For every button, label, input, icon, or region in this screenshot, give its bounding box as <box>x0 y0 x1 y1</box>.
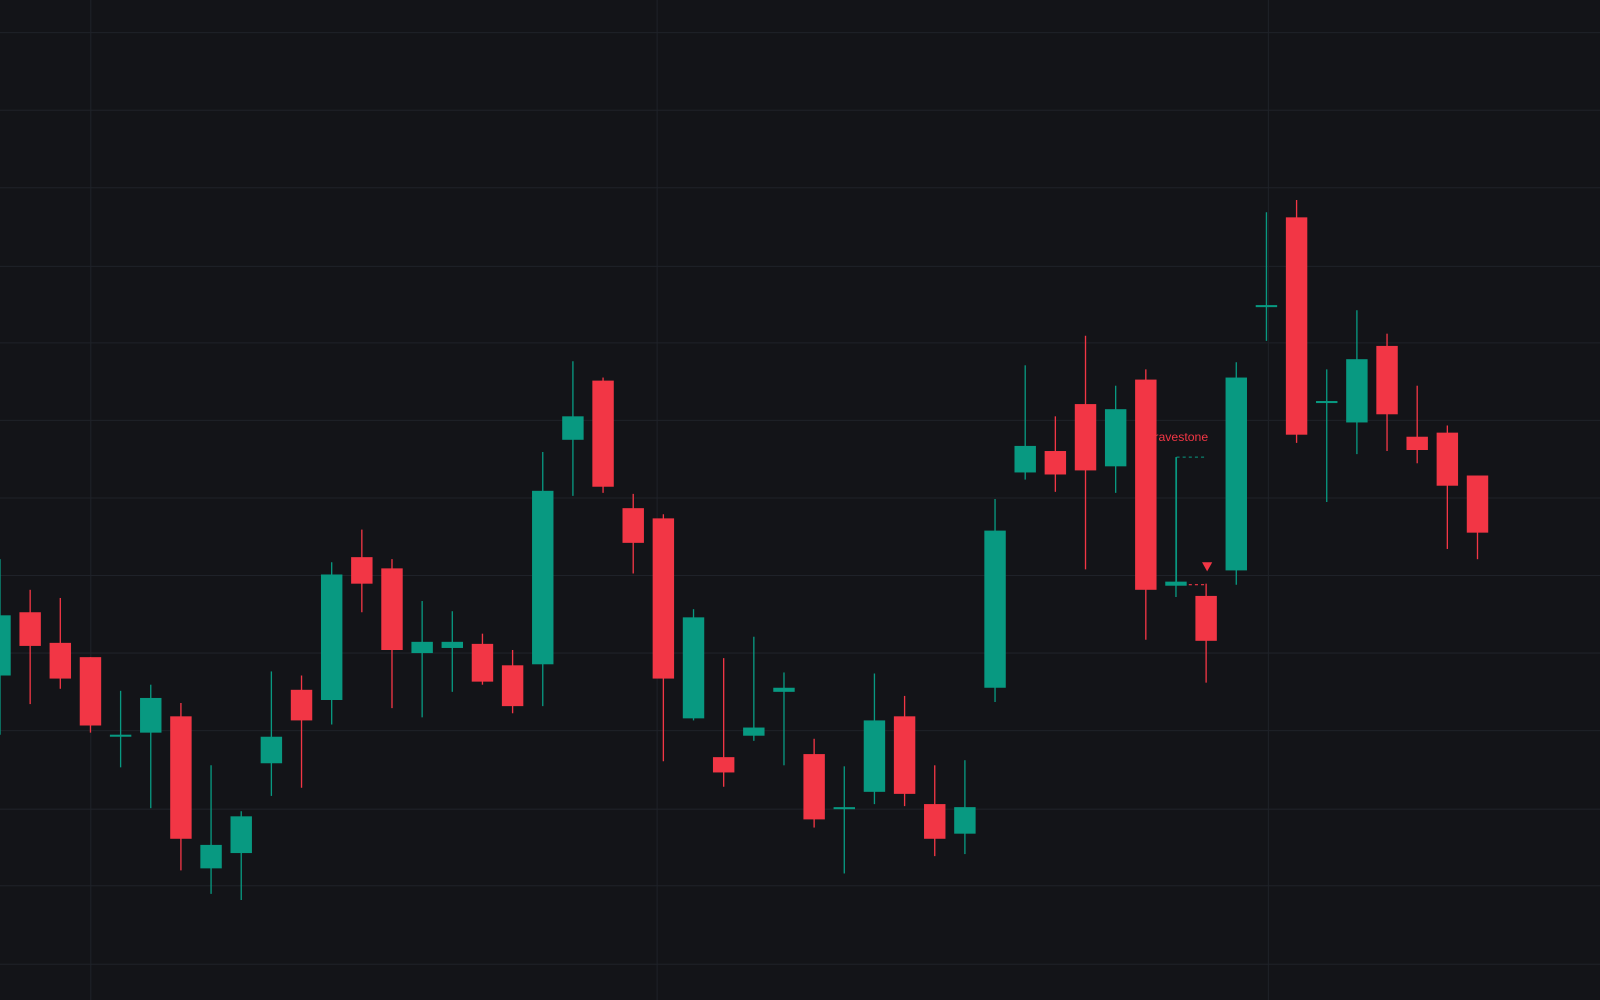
candle-body <box>622 508 644 543</box>
candle-body <box>501 665 524 707</box>
candle-body <box>109 734 132 737</box>
candles <box>0 200 1489 900</box>
candle-body <box>140 697 162 733</box>
candle-body <box>712 757 735 773</box>
candle-body <box>351 557 373 584</box>
candle-body <box>1195 595 1217 641</box>
candle-body <box>954 807 976 834</box>
candle-body <box>1074 404 1097 471</box>
candle-body <box>0 615 11 676</box>
candle-body <box>381 568 403 650</box>
candle-body <box>1285 217 1308 435</box>
candle-body <box>833 807 855 810</box>
candle-body <box>863 720 886 792</box>
candle-body <box>1376 345 1398 415</box>
candle-body <box>562 416 584 440</box>
candle-body <box>320 574 343 700</box>
candle-body <box>1406 436 1428 450</box>
candle-body <box>893 716 916 794</box>
candle-body <box>1044 451 1067 475</box>
candle-body <box>1466 475 1489 533</box>
annotation-label: Gravestone <box>1145 430 1208 444</box>
candle-body <box>1165 581 1187 586</box>
candle-body <box>170 716 192 839</box>
candle-body <box>19 612 41 646</box>
candle-body <box>532 490 554 665</box>
candle-body <box>260 736 283 764</box>
candle-body <box>1135 379 1157 590</box>
candle-body <box>773 687 795 692</box>
candle-body <box>1436 432 1459 486</box>
candle-body <box>743 727 765 736</box>
candle-body <box>1316 401 1338 404</box>
candle-body <box>79 657 102 726</box>
candle-body <box>592 380 614 487</box>
candle-body <box>924 804 946 839</box>
candle-body <box>200 844 222 869</box>
candle-body <box>1255 305 1278 308</box>
candle-body <box>1225 377 1247 571</box>
candle-body <box>441 641 464 648</box>
candle-body <box>290 689 313 721</box>
candle-body <box>652 518 675 679</box>
candle-body <box>471 643 494 682</box>
candle-body <box>49 642 72 679</box>
candle-body <box>230 816 252 854</box>
annotation-marker <box>1202 562 1213 572</box>
candle-body <box>682 617 705 719</box>
candle-body <box>1104 409 1127 467</box>
candle-body <box>1014 445 1036 473</box>
candle-body <box>803 754 825 820</box>
candle-body <box>411 641 433 654</box>
candle-body <box>984 530 1006 688</box>
candle-body <box>1346 359 1368 423</box>
